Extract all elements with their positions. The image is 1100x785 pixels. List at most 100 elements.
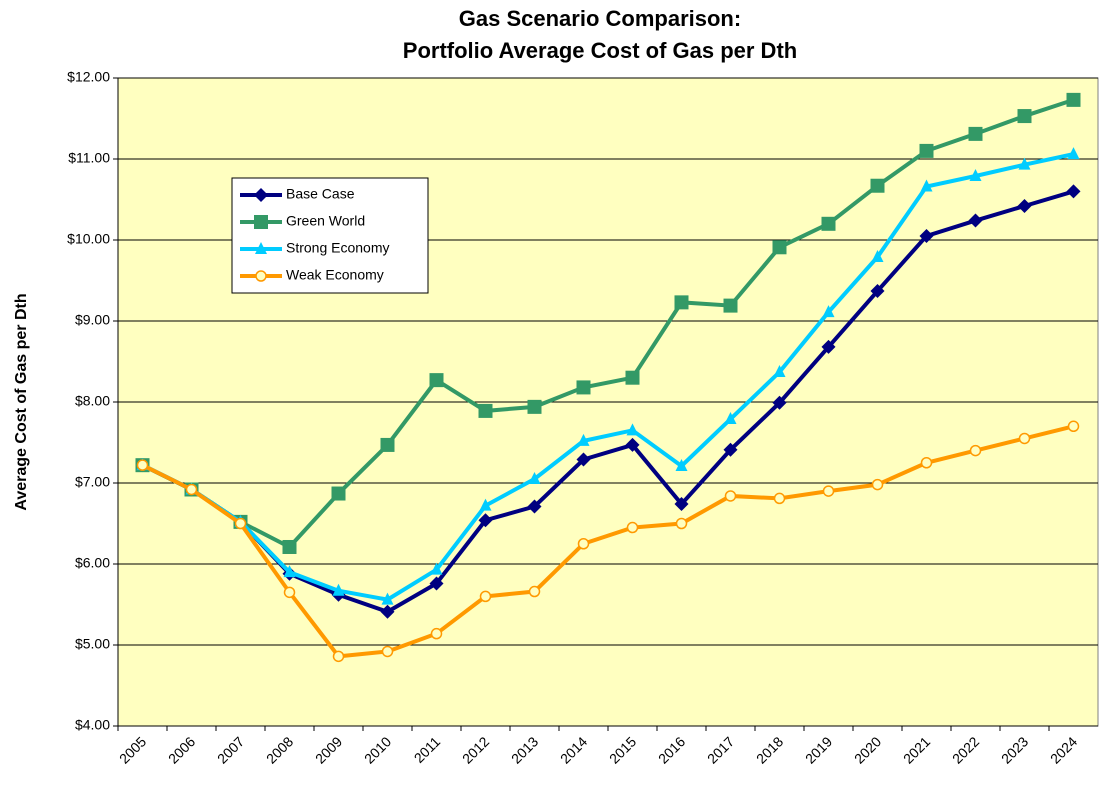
marker xyxy=(968,126,983,141)
legend-label: Base Case xyxy=(286,186,355,202)
marker xyxy=(234,517,247,530)
x-tick-label: 2012 xyxy=(459,733,492,766)
x-tick-label: 2022 xyxy=(949,733,982,766)
marker xyxy=(870,178,885,193)
marker xyxy=(430,562,443,575)
marker xyxy=(674,295,689,310)
marker xyxy=(282,539,297,554)
x-tick-label: 2014 xyxy=(557,733,590,766)
marker xyxy=(969,444,982,457)
x-tick-label: 2020 xyxy=(851,733,884,766)
x-tick-label: 2019 xyxy=(802,733,835,766)
marker xyxy=(724,412,737,425)
legend-label: Weak Economy xyxy=(286,267,384,283)
marker xyxy=(478,403,493,418)
x-tick-label: 2009 xyxy=(312,733,345,766)
marker xyxy=(429,576,444,591)
marker xyxy=(576,452,591,467)
y-axis-title: Average Cost of Gas per Dth xyxy=(13,293,30,510)
marker xyxy=(772,395,787,410)
y-tick-label: $12.00 xyxy=(67,69,110,85)
marker xyxy=(255,242,267,254)
marker xyxy=(821,216,836,231)
marker xyxy=(919,228,934,243)
chart-title: Gas Scenario Comparison: xyxy=(459,6,741,31)
x-tick-label: 2013 xyxy=(508,733,541,766)
marker xyxy=(724,490,737,502)
marker xyxy=(528,471,541,484)
marker xyxy=(577,433,590,446)
marker xyxy=(1067,147,1080,160)
marker xyxy=(773,365,786,378)
marker xyxy=(332,583,345,596)
marker xyxy=(626,521,639,534)
marker xyxy=(527,499,542,514)
marker xyxy=(1066,92,1081,107)
marker xyxy=(185,483,198,496)
marker xyxy=(871,478,884,491)
marker xyxy=(577,538,590,550)
marker xyxy=(254,188,268,202)
x-tick-label: 2017 xyxy=(704,733,737,766)
marker xyxy=(822,485,835,497)
marker xyxy=(772,240,787,255)
marker xyxy=(479,498,492,511)
marker xyxy=(1018,432,1031,445)
marker xyxy=(478,513,493,528)
y-tick-label: $11.00 xyxy=(68,150,110,166)
y-tick-label: $6.00 xyxy=(75,555,110,571)
marker xyxy=(283,565,296,578)
x-tick-label: 2006 xyxy=(165,733,198,766)
x-tick-label: 2018 xyxy=(753,733,786,766)
marker xyxy=(429,373,444,388)
marker xyxy=(380,437,395,452)
y-tick-label: $10.00 xyxy=(67,231,110,247)
marker xyxy=(822,305,835,318)
marker xyxy=(332,650,345,663)
marker xyxy=(919,143,934,158)
x-tick-label: 2024 xyxy=(1047,733,1080,766)
marker xyxy=(1067,420,1080,433)
y-tick-label: $9.00 xyxy=(75,312,110,328)
x-tick-label: 2015 xyxy=(606,733,639,766)
marker xyxy=(527,399,542,414)
marker xyxy=(479,590,492,603)
marker xyxy=(920,179,933,192)
marker xyxy=(675,517,688,530)
marker xyxy=(773,492,786,505)
marker xyxy=(380,604,395,619)
marker xyxy=(674,497,689,512)
x-tick-label: 2021 xyxy=(900,733,933,766)
marker xyxy=(1018,157,1031,170)
marker xyxy=(723,298,738,313)
marker xyxy=(381,592,394,605)
marker xyxy=(283,586,296,599)
marker xyxy=(576,380,591,395)
marker xyxy=(625,437,640,452)
marker xyxy=(870,284,885,299)
x-tick-label: 2011 xyxy=(411,733,444,766)
y-tick-label: $8.00 xyxy=(75,393,110,409)
x-tick-label: 2005 xyxy=(116,733,149,766)
marker xyxy=(723,442,738,457)
marker xyxy=(1017,198,1032,213)
x-tick-label: 2010 xyxy=(361,733,394,766)
marker xyxy=(528,585,541,598)
legend: Base Case Green World Strong Economy Weak E… xyxy=(231,177,429,294)
marker xyxy=(1066,184,1081,199)
marker xyxy=(821,339,836,354)
marker xyxy=(871,250,884,263)
legend-label: Green World xyxy=(286,213,365,229)
marker xyxy=(969,169,982,182)
marker xyxy=(331,486,346,501)
x-tick-label: 2007 xyxy=(214,733,247,766)
x-tick-label: 2023 xyxy=(998,733,1031,766)
x-tick-label: 2016 xyxy=(655,733,688,766)
legend-label: Strong Economy xyxy=(286,240,390,256)
marker xyxy=(430,627,443,640)
x-tick-label: 2008 xyxy=(263,733,296,766)
marker xyxy=(625,370,640,385)
marker xyxy=(1017,109,1032,124)
y-tick-label: $7.00 xyxy=(75,474,110,490)
